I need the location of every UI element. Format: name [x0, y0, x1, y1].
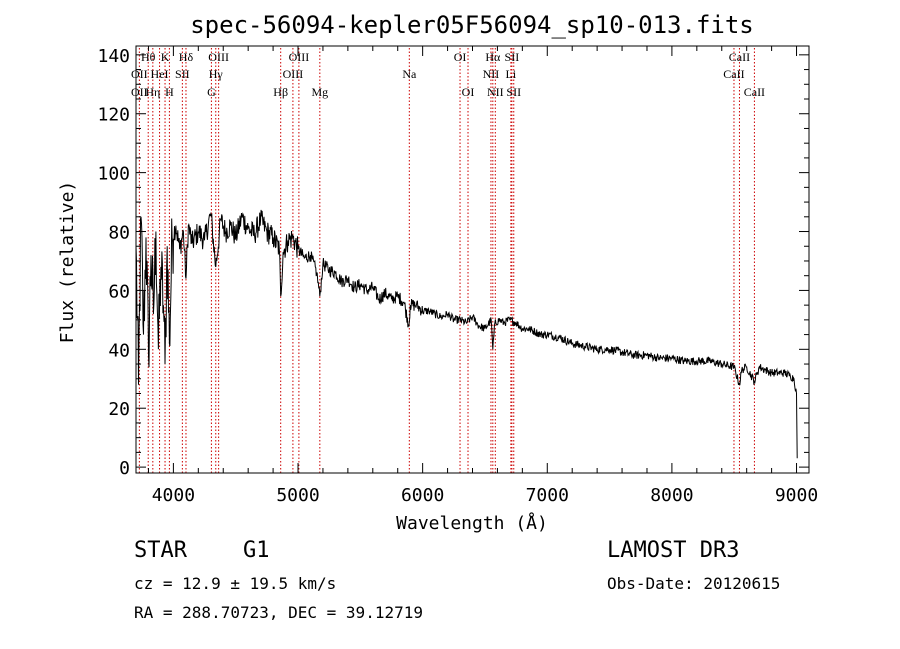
axis-ticks: 4000 5000 6000 7000 8000 9000 0 20 40 60 80 100 120 1… [97, 46, 818, 506]
spectral-line-label: SII [505, 50, 520, 64]
y-tick-label: 20 [108, 399, 130, 420]
x-tick-label: 5000 [276, 485, 319, 506]
spectral-line-label: NII [487, 85, 504, 99]
y-tick-label: 100 [97, 164, 130, 185]
x-tick-label: 8000 [650, 485, 693, 506]
spectral-line-labels: HθOIIOIIHηHeIKHSIIHδHγGOIIIHβOIIIOIIIMgN… [131, 50, 765, 99]
x-axis-label: Wavelength (Å) [396, 512, 548, 534]
object-subclass: G1 [243, 538, 270, 563]
spectral-line-label: Na [402, 67, 417, 81]
spectral-line-label: OI [454, 50, 467, 64]
spectral-line-label: OII [131, 85, 148, 99]
chart-title: spec-56094-kepler05F56094_sp10-013.fits [190, 11, 754, 39]
spectral-line-label: OI [462, 85, 475, 99]
spectral-line-label: Hγ [209, 67, 224, 81]
spectral-line-label: Mg [311, 85, 328, 99]
y-tick-label: 0 [119, 458, 130, 479]
spectral-line-label: HeI [151, 67, 169, 81]
spectrum-series [135, 209, 798, 459]
y-tick-label: 120 [97, 105, 130, 126]
spectral-line-label: Hδ [179, 50, 194, 64]
x-tick-label: 7000 [526, 485, 569, 506]
x-tick-label: 9000 [775, 485, 818, 506]
spectral-line-label: SII [175, 67, 190, 81]
coordinates: RA = 288.70723, DEC = 39.12719 [134, 603, 423, 622]
observation-date: Obs-Date: 20120615 [607, 574, 781, 593]
spectral-line-label: SII [506, 85, 521, 99]
y-tick-label: 140 [97, 46, 130, 67]
spectral-line-label: CaII [729, 50, 750, 64]
survey-name: LAMOST DR3 [607, 538, 740, 563]
x-tick-label: 4000 [152, 485, 195, 506]
spectral-line-label: Hβ [273, 85, 288, 99]
y-tick-label: 60 [108, 281, 130, 302]
spectral-line-label: OII [131, 67, 148, 81]
y-tick-label: 80 [108, 223, 130, 244]
y-axis-label: Flux (relative) [57, 181, 78, 344]
spectral-line-label: CaII [744, 85, 765, 99]
spectral-line-label: Li [506, 67, 517, 81]
object-class: STAR [134, 538, 187, 563]
spectral-line-label: OIII [208, 50, 229, 64]
spectral-line-label: Hα [485, 50, 501, 64]
spectral-line-label: H [165, 85, 174, 99]
spectral-line-label: K [161, 50, 170, 64]
x-tick-label: 6000 [401, 485, 444, 506]
spectral-line-label: G [207, 85, 216, 99]
spectral-line-label: Hη [145, 85, 160, 99]
spectrum-line [135, 209, 798, 459]
spectral-line-label: OIII [289, 50, 310, 64]
redshift-velocity: cz = 12.9 ± 19.5 km/s [134, 574, 337, 593]
spectral-line-markers [138, 48, 755, 473]
spectral-line-label: Hθ [141, 50, 156, 64]
spectral-line-label: CaII [723, 67, 744, 81]
plot-frame [135, 45, 810, 474]
spectral-line-label: OIII [283, 67, 304, 81]
spectral-line-label: NII [483, 67, 500, 81]
y-tick-label: 40 [108, 340, 130, 361]
